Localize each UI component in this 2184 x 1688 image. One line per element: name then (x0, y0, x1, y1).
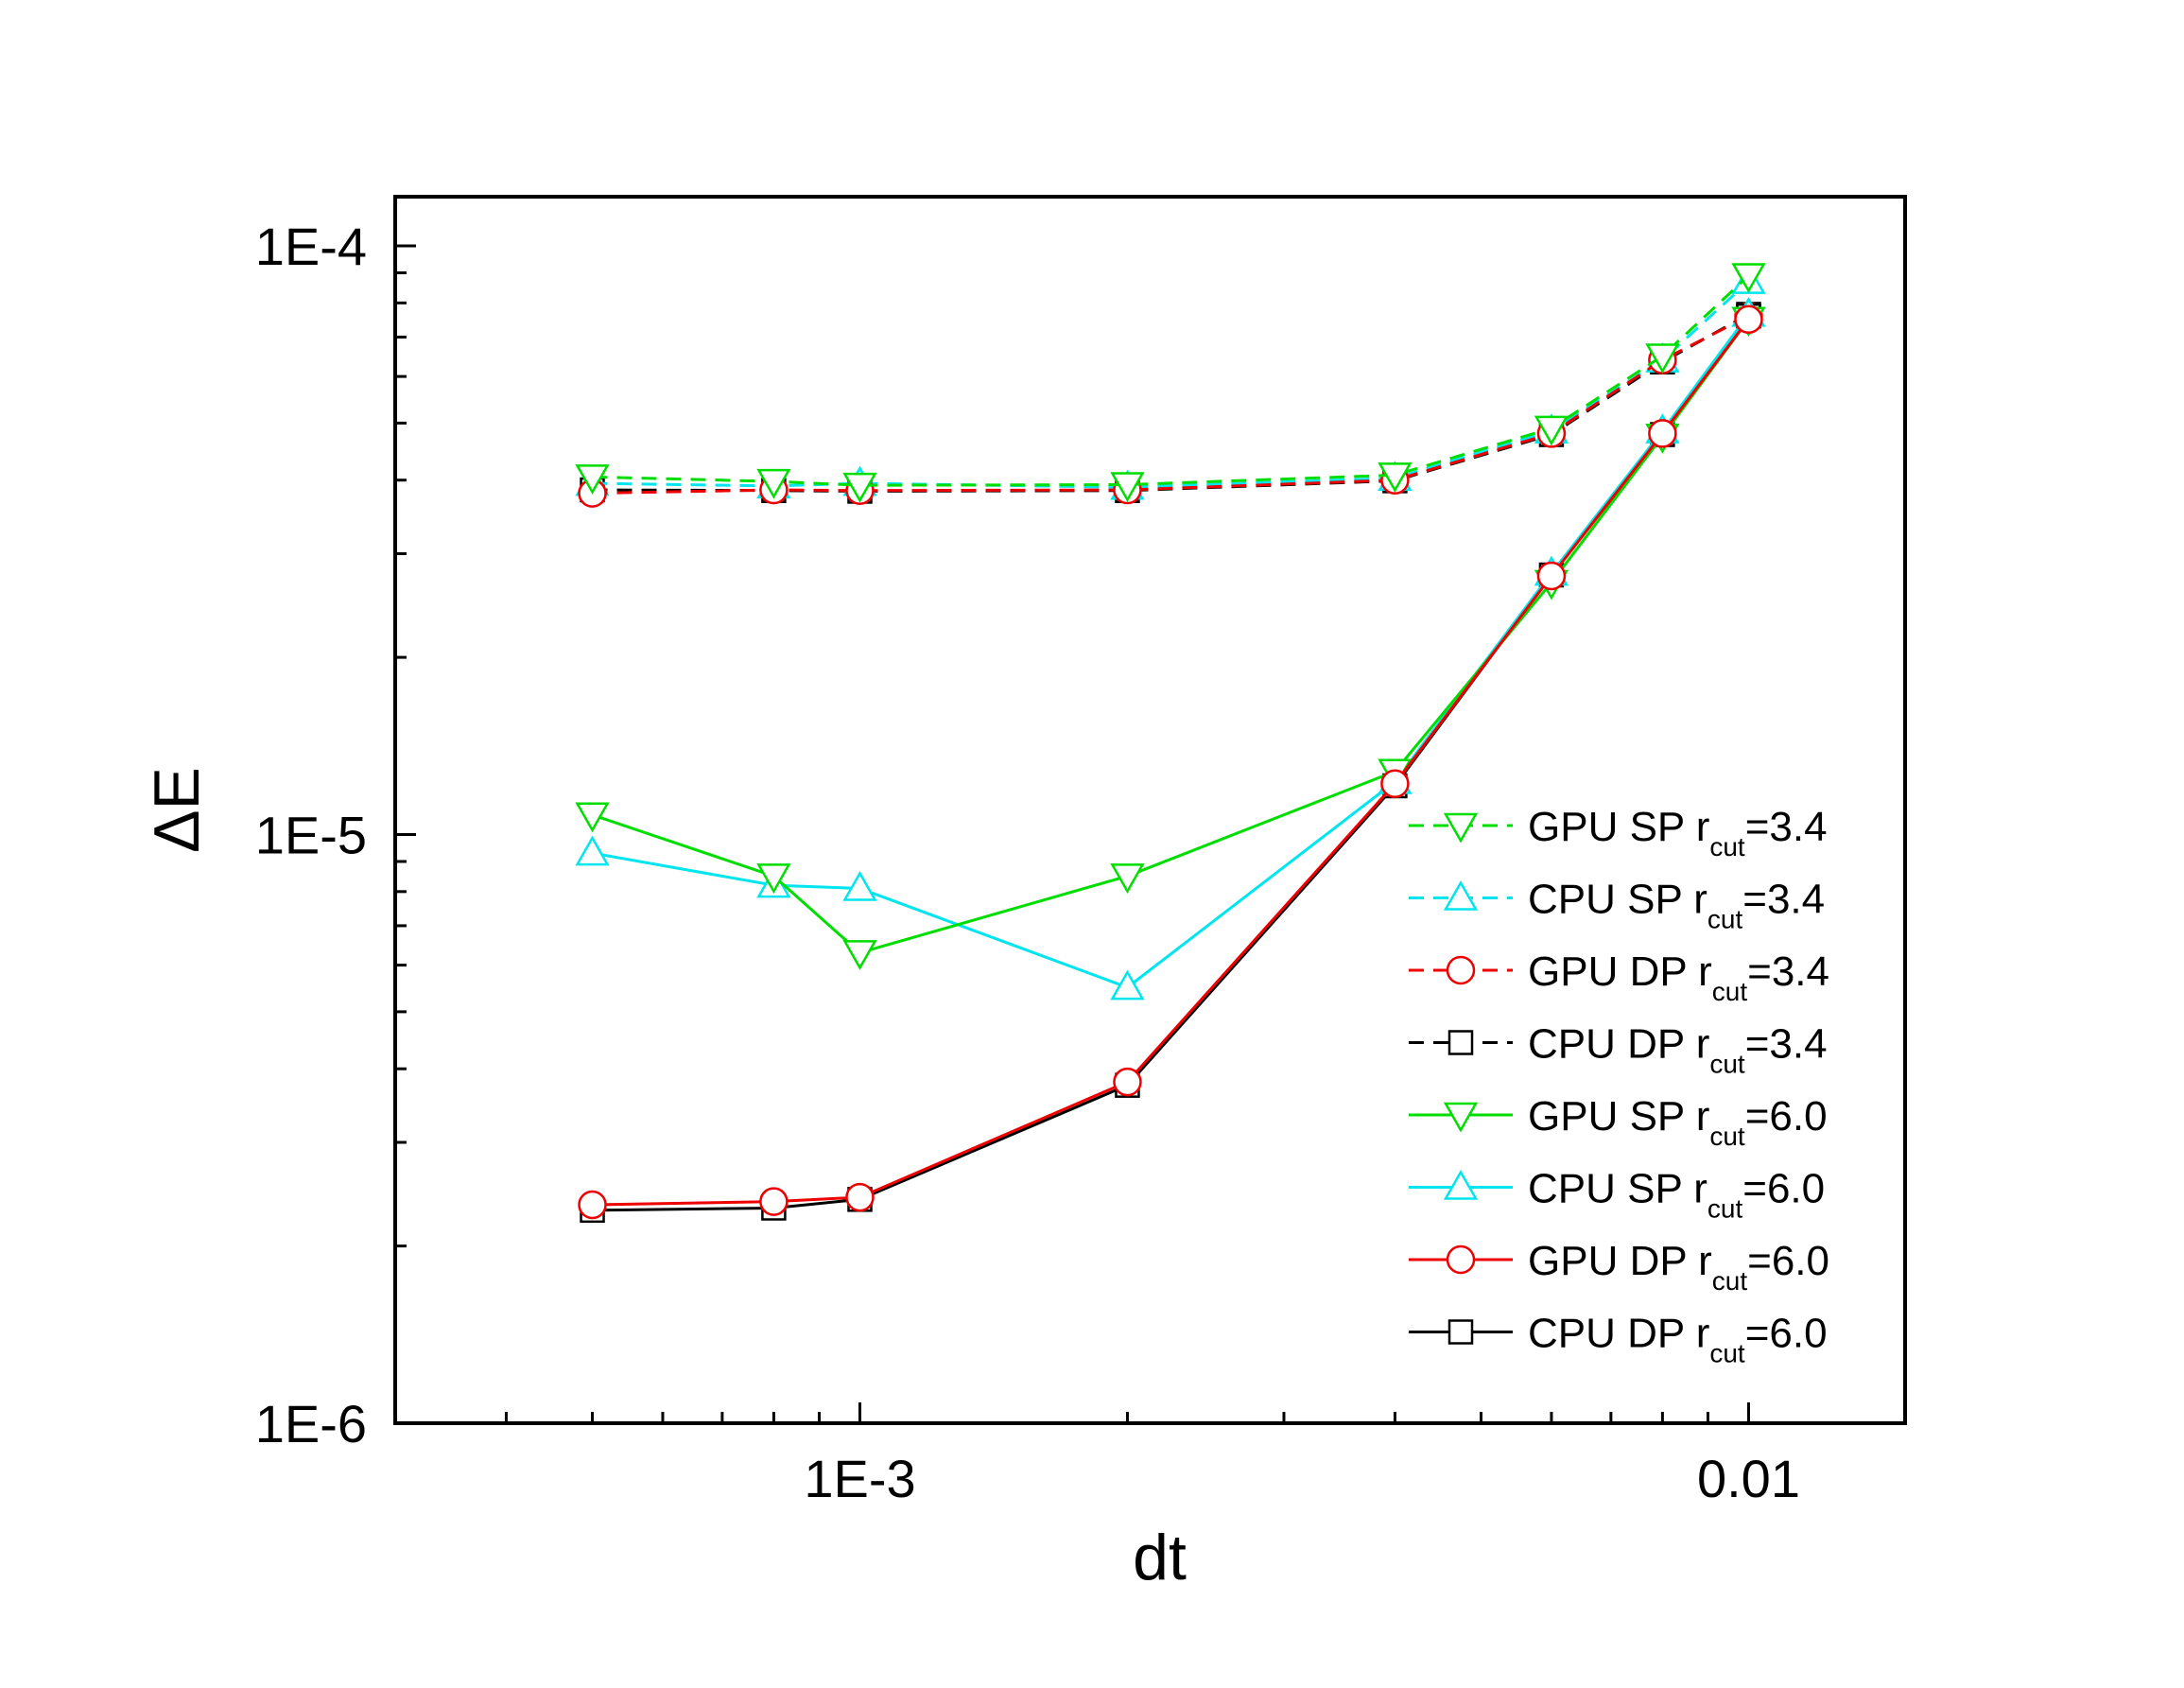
x-tick-label: 0.01 (1697, 1449, 1800, 1508)
series-line (592, 280, 1750, 489)
series-0 (575, 263, 1766, 503)
legend: GPU SP rcut=3.4 CPU SP rcut=3.4 GPU DP rcu… (1409, 804, 1829, 1368)
data-point (1110, 969, 1145, 1001)
legend-label: CPU DP rcut=3.4 (1528, 1021, 1828, 1079)
data-point (1536, 561, 1567, 591)
data-point (756, 468, 791, 499)
x-tick-label: 1E-3 (804, 1449, 915, 1508)
legend-marker (1447, 1319, 1474, 1345)
data-point (756, 863, 791, 894)
series-line (592, 274, 1750, 487)
data-point (845, 1182, 875, 1212)
data-point (1648, 419, 1677, 448)
legend-label: GPU DP rcut=3.4 (1528, 948, 1829, 1006)
series-line (592, 318, 1750, 955)
legend-label: GPU SP rcut=3.4 (1528, 804, 1828, 861)
legend-item: GPU SP rcut=6.0 (1409, 1093, 1828, 1151)
legend-marker (1446, 1244, 1476, 1275)
data-point (1113, 1067, 1142, 1097)
data-point (575, 464, 610, 495)
series-6 (578, 305, 1763, 1220)
data-point (1731, 263, 1766, 294)
legend-item: CPU DP rcut=3.4 (1409, 1021, 1828, 1079)
legend-item: CPU DP rcut=6.0 (1409, 1311, 1828, 1368)
legend-item: GPU DP rcut=6.0 (1409, 1238, 1829, 1296)
data-point (759, 1187, 789, 1216)
legend-marker (1443, 1102, 1479, 1133)
legend-marker (1443, 1169, 1479, 1200)
data-point (1534, 415, 1569, 446)
plot-frame (393, 195, 1907, 1425)
x-axis-title: dt (1133, 1522, 1187, 1593)
data-point (1380, 769, 1410, 798)
data-point (1110, 472, 1145, 503)
series-layer (575, 263, 1766, 1224)
legend-label: CPU DP rcut=6.0 (1528, 1311, 1828, 1368)
y-axis-title: ΔE (141, 767, 213, 853)
legend-marker (1446, 955, 1476, 985)
data-point (1378, 462, 1413, 493)
legend-label: GPU SP rcut=6.0 (1528, 1093, 1828, 1151)
legend-item: CPU SP rcut=6.0 (1409, 1166, 1825, 1224)
data-point (1734, 305, 1763, 335)
legend-marker (1447, 1030, 1474, 1055)
tick-labels: 1E-3 0.01 1E-6 1E-5 1E-4 (255, 217, 1800, 1508)
legend-label: GPU DP rcut=6.0 (1528, 1238, 1829, 1296)
data-point (842, 472, 877, 503)
data-point (1645, 343, 1680, 374)
y-tick-label: 1E-4 (255, 217, 367, 276)
data-point (575, 835, 610, 866)
data-point (575, 802, 610, 833)
legend-item: GPU DP rcut=3.4 (1409, 948, 1829, 1006)
data-point (578, 1190, 607, 1220)
legend-marker (1443, 879, 1479, 911)
y-tick-label: 1E-5 (255, 806, 367, 865)
series-line (592, 313, 1750, 989)
data-point (842, 940, 877, 970)
legend-label: CPU SP rcut=3.4 (1528, 877, 1825, 934)
legend-marker (1443, 812, 1479, 844)
legend-item: GPU SP rcut=3.4 (1409, 804, 1828, 861)
data-point (1110, 863, 1145, 894)
data-point (842, 870, 877, 901)
legend-label: CPU SP rcut=6.0 (1528, 1166, 1825, 1224)
legend-item: CPU SP rcut=3.4 (1409, 877, 1825, 934)
series-line (592, 314, 1750, 496)
y-tick-label: 1E-6 (255, 1394, 367, 1453)
